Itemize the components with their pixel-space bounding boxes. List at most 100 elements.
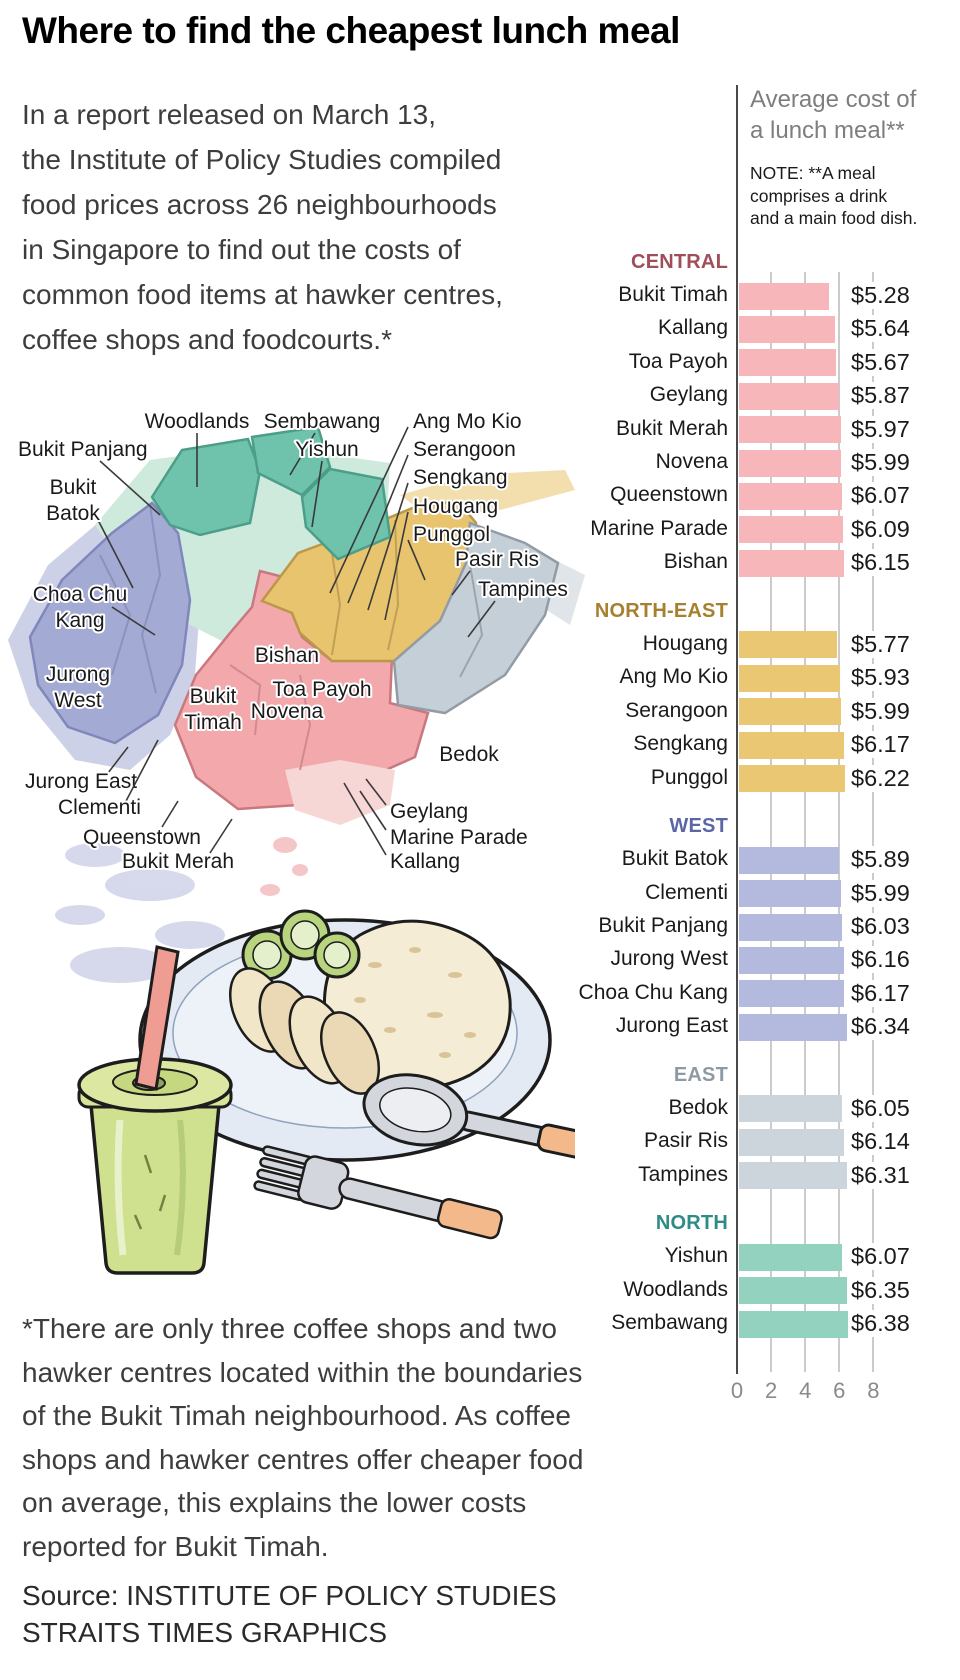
bar [739, 1013, 848, 1041]
leader-line [367, 482, 409, 611]
bar [739, 1310, 848, 1338]
bar [739, 1243, 843, 1271]
map-label-sembawang: Sembawang [264, 410, 381, 433]
region-header-east: EAST [673, 1063, 728, 1086]
bar-value: $5.99 [849, 879, 915, 907]
bar-value: $6.07 [849, 1243, 915, 1271]
map-label-yishun: Yishun [295, 438, 358, 461]
bar-label: Toa Payoh [628, 349, 728, 373]
map-label-novena: Novena [251, 700, 324, 723]
map-label-kallang: Kallang [390, 850, 460, 873]
bar-value: $6.09 [849, 515, 915, 543]
bar-label: Pasir Ris [643, 1129, 728, 1153]
map-label-serangoon: Serangoon [413, 438, 516, 461]
bar-label: Jurong East [615, 1014, 728, 1038]
bar [739, 382, 840, 410]
map-label-bukit-batok: Bukit Batok [46, 476, 100, 525]
bar-label: Ang Mo Kio [619, 665, 728, 689]
map-label-jurong-west: Jurong West [46, 663, 110, 712]
map-east-districts [459, 564, 484, 678]
bar-label: Bukit Panjang [598, 914, 728, 937]
bar-label: Geylang [649, 383, 728, 407]
bar-value: $6.17 [849, 979, 915, 1007]
leader-line [451, 570, 471, 596]
bar-label: Bedok [668, 1095, 728, 1119]
bar-value: $6.15 [849, 549, 915, 577]
bar [739, 1128, 844, 1156]
bar-value: $5.93 [849, 664, 915, 692]
bar-value: $6.22 [849, 764, 915, 792]
leader-line [329, 426, 409, 594]
map-label-geylang: Geylang [390, 800, 468, 823]
bar-value: $6.16 [849, 946, 915, 974]
map-label-toa-payoh: Toa Payoh [272, 678, 371, 701]
bar-label: Jurong West [610, 947, 729, 971]
leader-line [124, 739, 159, 804]
bar-label: Queenstown [610, 483, 728, 507]
bar-value: $6.38 [849, 1310, 915, 1338]
chart-heading: Average cost of a lunch meal** [750, 86, 917, 144]
gridline-2 [770, 272, 773, 1372]
bar-value: $5.99 [849, 697, 915, 725]
gridline-8 [872, 272, 875, 1372]
map-region-north [150, 425, 392, 561]
map-northeast-districts2 [387, 519, 400, 651]
food-illustration [77, 909, 575, 1275]
fork-icon [253, 1145, 503, 1240]
axis-tick-2: 2 [764, 1378, 778, 1403]
leader-line [347, 454, 409, 604]
gridline-4 [804, 272, 807, 1372]
leader-line [209, 818, 233, 854]
bar [739, 946, 845, 974]
bar-value: $6.35 [849, 1276, 915, 1304]
map-label-bukit-timah: Bukit Timah [184, 685, 242, 734]
leader-line [365, 778, 387, 806]
bar-label: Serangoon [625, 698, 728, 722]
bar-value: $6.14 [849, 1128, 915, 1156]
bar-label: Bishan [663, 550, 728, 574]
map-label-tampines: Tampines [478, 578, 568, 601]
cucumber-slices [241, 909, 361, 981]
leader-line [107, 746, 129, 774]
map-label-bishan: Bishan [255, 644, 319, 667]
map-central-districts [229, 664, 262, 736]
bar-label: Kallang [657, 316, 728, 340]
map-labels: Woodlands Sembawang Ang Mo Kio Bukit Panjan… [16, 408, 570, 875]
bar-label: Sengkang [633, 732, 728, 756]
map-label-queenstown: Queenstown [83, 826, 201, 849]
bar-value: $5.87 [849, 382, 915, 410]
leader-line [359, 790, 387, 831]
bar [739, 880, 842, 908]
map-label-hougang: Hougang [413, 495, 498, 518]
map-northeast-districts [329, 539, 342, 656]
leader-line [407, 539, 426, 581]
region-header-west: WEST [669, 815, 728, 838]
bar [739, 282, 830, 310]
bar-label: Clementi [645, 880, 728, 904]
bar [739, 1277, 848, 1305]
bar-label: Tampines [638, 1162, 728, 1186]
bar-value: $5.64 [849, 315, 915, 343]
chicken-slices [229, 967, 381, 1095]
bar [739, 731, 845, 759]
leader-line [111, 606, 156, 636]
bar-value: $5.28 [849, 282, 915, 309]
bar-label: Yishun [664, 1244, 728, 1268]
chart-note: NOTE: **A meal comprises a drink and a m… [750, 163, 918, 228]
footnote-text: *There are only three coffee shops and t… [22, 1313, 584, 1562]
map-label-jurong-east: Jurong East [25, 770, 137, 793]
leader-line [96, 517, 134, 589]
bar [739, 549, 844, 577]
chart-divider-line [736, 85, 738, 1374]
map-label-punggol: Punggol [413, 523, 490, 546]
bar-value: $6.34 [849, 1013, 915, 1041]
map-label-woodlands: Woodlands [145, 410, 250, 433]
map-label-clementi: Clementi [58, 796, 141, 819]
intro-text: In a report released on March 13, the In… [22, 99, 503, 355]
region-header-central: CENTRAL [631, 251, 728, 273]
map-southern-islands [260, 837, 308, 896]
bar [739, 846, 840, 874]
bar-value: $5.89 [849, 846, 915, 874]
bar-value: $5.67 [849, 348, 915, 376]
